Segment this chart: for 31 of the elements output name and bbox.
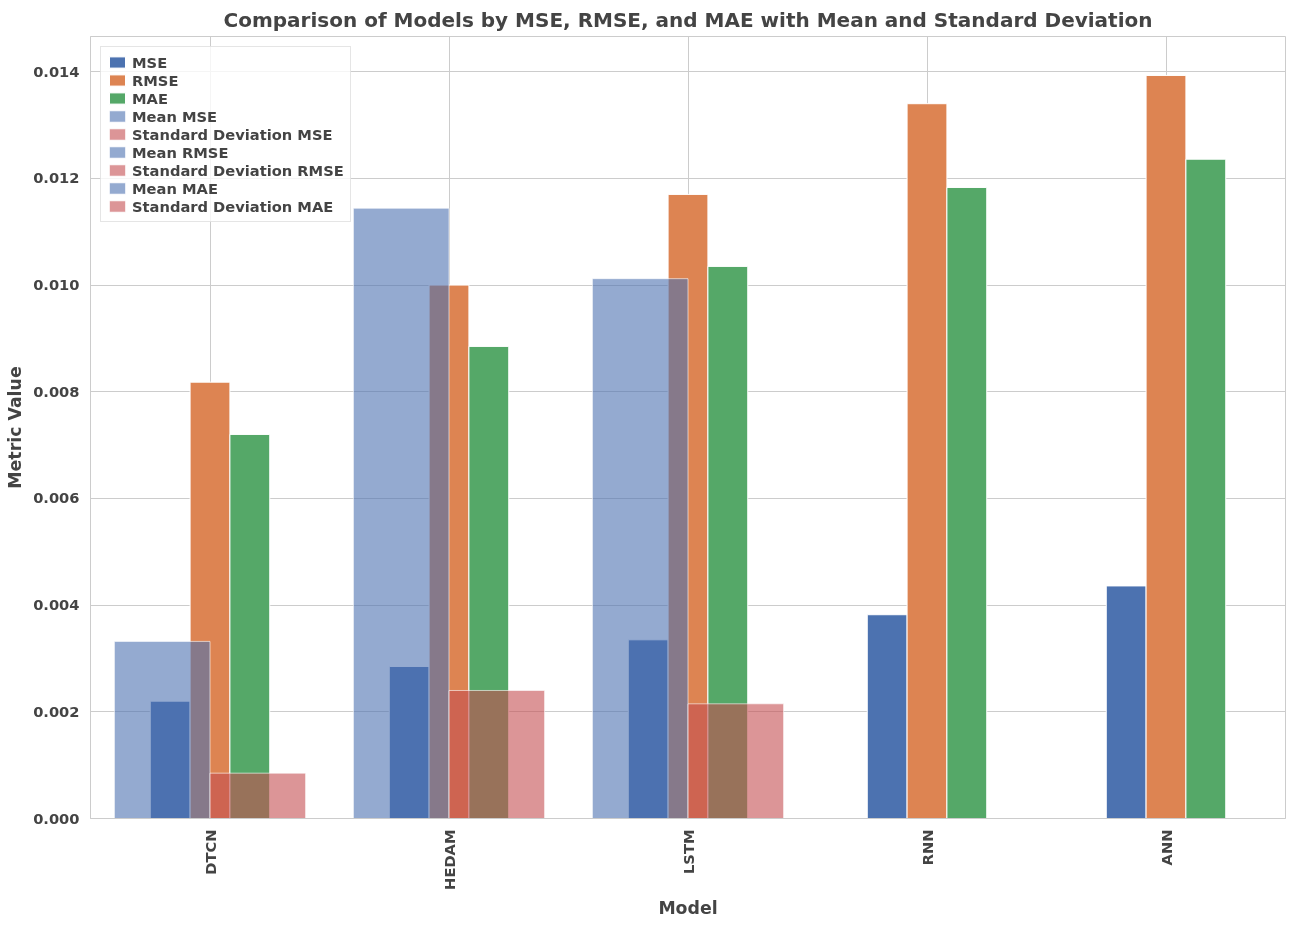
x-tick-label: RNN <box>918 829 936 866</box>
bar <box>113 640 211 819</box>
y-tick-label: 0.010 <box>33 276 80 294</box>
bar <box>591 278 689 819</box>
legend-label: RMSE <box>132 71 179 89</box>
x-tick-label: HEDAM <box>440 829 458 890</box>
bar <box>448 689 546 819</box>
y-tick-label: 0.004 <box>33 596 80 614</box>
legend-label: MSE <box>132 53 168 71</box>
x-axis-title: Model <box>658 897 718 918</box>
bar <box>687 703 785 819</box>
legend-label: Standard Deviation MAE <box>132 197 334 215</box>
legend-label: Standard Deviation RMSE <box>132 161 344 179</box>
y-tick-label: 0.008 <box>33 382 80 400</box>
y-tick-label: 0.012 <box>33 169 80 187</box>
y-tick-label: 0.006 <box>33 489 80 507</box>
legend-label: MAE <box>132 89 168 107</box>
y-tick-label: 0.014 <box>33 62 80 80</box>
bar <box>352 207 450 819</box>
x-tick-label: LSTM <box>679 829 697 874</box>
legend-label: Standard Deviation MSE <box>132 125 333 143</box>
x-tick-label: DTCN <box>201 829 219 875</box>
legend-label: Mean RMSE <box>132 143 229 161</box>
y-tick-label: 0.000 <box>33 809 80 827</box>
legend-label: Mean MSE <box>132 107 218 125</box>
y-axis-title: Metric Value <box>5 366 26 489</box>
x-tick-label: ANN <box>1157 829 1175 866</box>
y-tick-label: 0.002 <box>33 702 80 720</box>
chart-title: Comparison of Models by MSE, RMSE, and MAE with Mean and Standard Deviation <box>223 7 1153 32</box>
bar <box>209 772 307 819</box>
legend-label: Mean MAE <box>132 179 218 197</box>
